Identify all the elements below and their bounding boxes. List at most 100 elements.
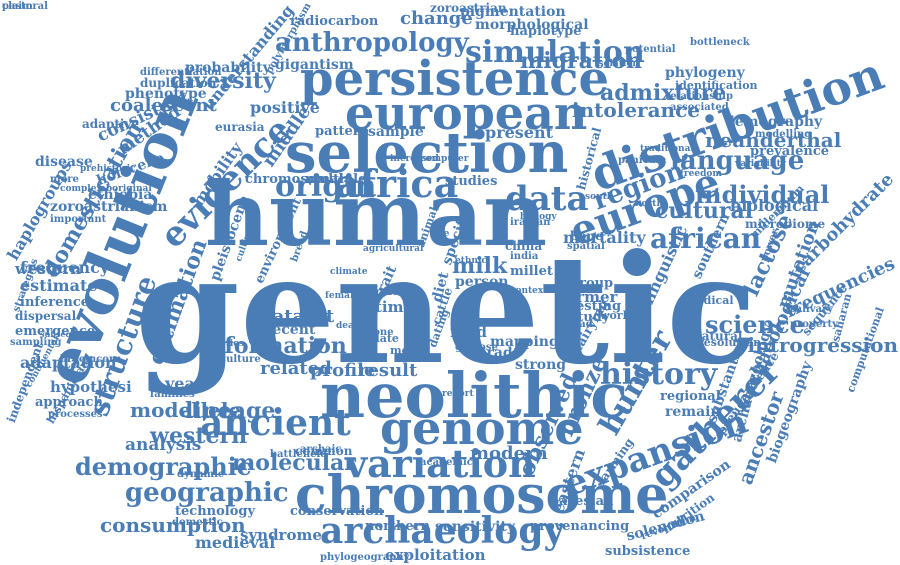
cloud-word: eurasia [215,120,265,134]
cloud-word: time [375,298,414,316]
cloud-word: aboriginal [100,184,152,194]
cloud-word: associated [670,102,729,113]
cloud-word: result [358,360,418,381]
cloud-word: processes [48,409,103,420]
cloud-word: date [372,332,399,345]
cloud-word: positive [250,98,320,117]
cloud-word: morphological [475,17,589,33]
cloud-word: ethnic [455,256,487,266]
cloud-word: human [205,162,548,266]
cloud-word: food [450,323,487,341]
cloud-word: conservation [290,504,384,519]
cloud-word: relationship [665,91,733,102]
cloud-word: variation [345,441,536,486]
cloud-word: individual [695,180,830,209]
cloud-word: bottleneck [690,37,750,48]
cloud-word: bayesian [550,494,614,509]
cloud-word: simulation [465,35,645,70]
cloud-word: climate [330,267,368,277]
cloud-word: modern [470,443,548,464]
cloud-word: phylogeography [320,552,410,563]
cloud-word: group [570,276,614,291]
cloud-word: sample [368,124,424,140]
cloud-word: complex [60,184,102,194]
cloud-word: history [600,357,718,392]
cloud-word: person [455,274,509,290]
cloud-word: academic [420,457,473,468]
cloud-word: hypothesi [50,378,132,396]
cloud-word: differentiation [140,67,222,78]
cloud-word: biological [730,196,819,215]
cloud-word: glucose [455,342,498,353]
cloud-word: strong [515,357,567,373]
cloud-word: exploitation [385,546,486,564]
cloud-word: prevalence [750,144,830,159]
cloud-word: most [390,344,421,357]
cloud-word: prehistoric [80,164,136,174]
cloud-word: introgression [747,333,899,357]
cloud-word: domestic [172,517,223,528]
cloud-word: farmer [560,288,618,306]
cloud-word: mortality [563,228,646,247]
cloud-word: lineage [185,398,276,424]
cloud-word: northern [365,519,430,534]
cloud-word: trade [480,345,522,361]
cloud-word: year [165,374,204,393]
cloud-word: china [505,239,543,253]
cloud-word: report [442,389,474,399]
cloud-word: persistence [300,51,610,107]
cloud-word: rice [430,229,450,239]
cloud-word: mòre [50,174,79,185]
cloud-word: demography [725,114,823,130]
cloud-word: important [50,214,107,225]
cloud-word: pastoral [2,1,48,12]
cloud-word: milk [452,253,508,279]
cloud-word: culture [220,354,261,365]
cloud-word: demographic [75,452,252,481]
cloud-word: frequency [20,258,110,277]
cloud-word: probability [185,60,271,76]
cloud-word: salivary [790,304,834,315]
cloud-word: potential [625,44,676,55]
cloud-word: inference [20,295,90,310]
cloud-word: related [260,358,332,379]
cloud-word: genome [380,401,584,455]
cloud-word: information [200,333,347,359]
cloud-word: ethiopia [88,187,153,203]
cloud-word: multiple [305,172,367,187]
cloud-word: cultural [655,198,754,224]
cloud-word: phenotype [125,86,207,102]
cloud-word: india [510,251,539,262]
cloud-word: resolution [698,336,762,349]
cloud-word: spread [555,319,593,330]
cloud-word: scale [370,287,399,298]
cloud-word: subsistence [605,544,691,559]
cloud-word: archaic [300,444,342,455]
cloud-word: emergence [15,324,96,339]
cloud-word: language [670,146,805,176]
cloud-word: western [15,260,82,278]
cloud-word: remain [665,404,721,420]
cloud-word: haplotype [510,24,582,39]
cloud-word: testing [570,299,622,314]
cloud-word: variability [735,159,786,169]
cloud-word: consumption [100,513,246,537]
cloud-word: phylogeny [665,65,745,81]
cloud-word: zoroastrian [430,1,507,15]
cloud-word: common [295,444,353,458]
cloud-word: biology [520,212,557,222]
cloud-word: sampling [10,337,62,348]
cloud-word: coalescent [110,95,217,116]
cloud-word: agricultural [363,244,424,254]
cloud-word: context [510,286,548,296]
cloud-word: computer [420,154,469,164]
cloud-word: european [345,86,588,140]
cloud-word: modelling [755,129,812,140]
cloud-word: adaptive [82,117,140,131]
cloud-word: origin [275,169,377,204]
cloud-word: neolithic [320,359,629,432]
cloud-word: traditional [640,144,694,154]
cloud-word: millet [510,264,553,279]
cloud-word: spatial [567,241,605,252]
